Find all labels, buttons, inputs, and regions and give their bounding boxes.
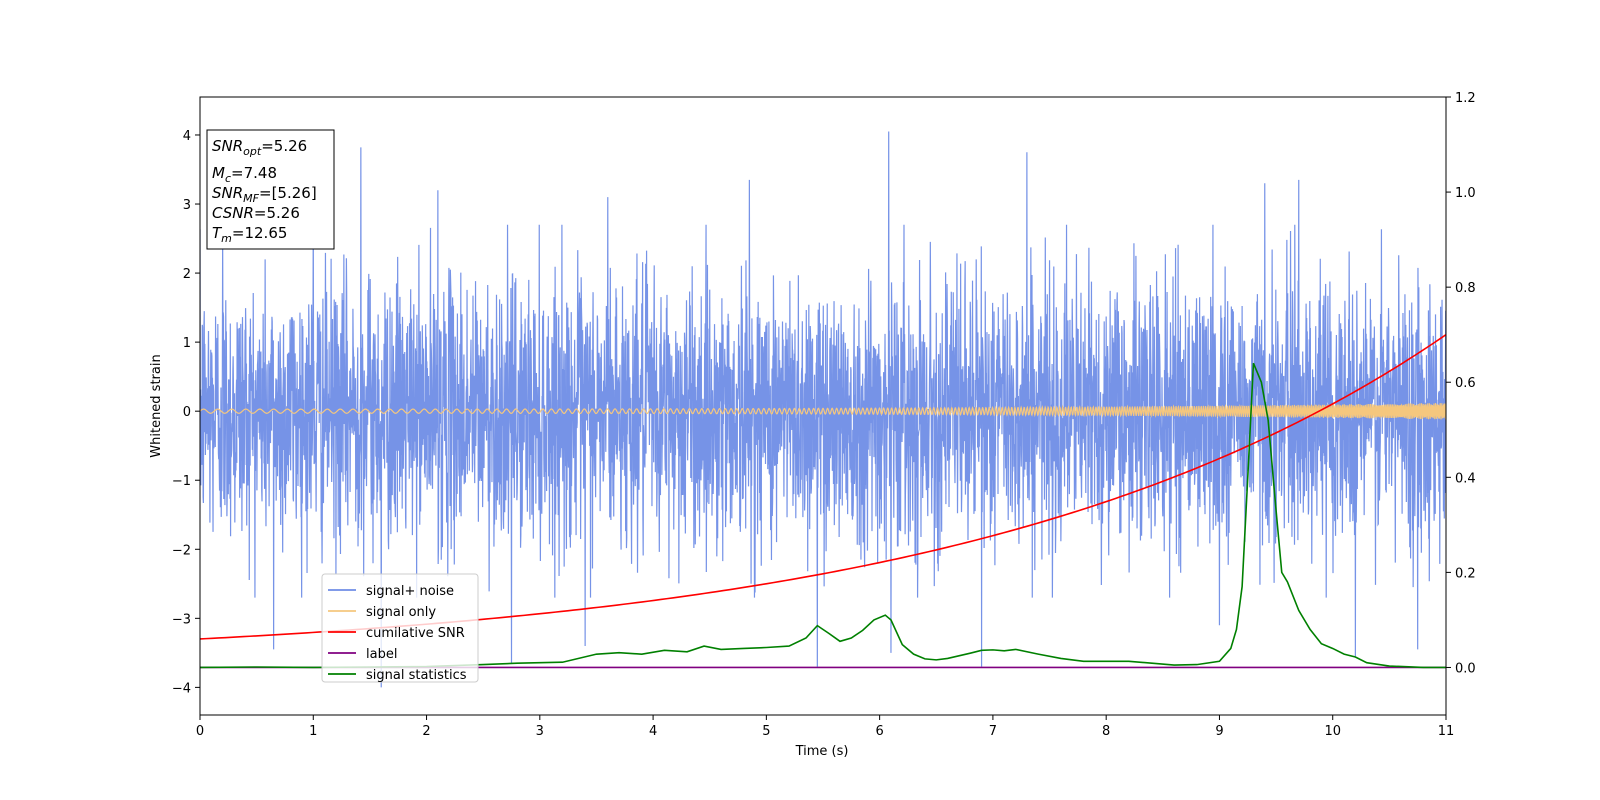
y-left-tick-label: 0 [183, 405, 191, 420]
legend-label: signal+ noise [366, 584, 454, 599]
stats-snr-mf: SNRMF=[5.26] [212, 184, 317, 205]
y-left-tick-label: −4 [172, 681, 191, 696]
x-axis-label: Time (s) [795, 744, 849, 759]
y-left-tick-label: 3 [183, 198, 191, 213]
x-tick-label: 6 [875, 724, 883, 739]
x-tick-label: 1 [309, 724, 317, 739]
y-left-tick-label: −1 [172, 474, 191, 489]
legend-label: signal statistics [366, 668, 467, 683]
x-tick-label: 10 [1324, 724, 1341, 739]
y-right-tick-label: 0.6 [1455, 376, 1476, 391]
x-tick-label: 0 [196, 724, 204, 739]
series-signal-only [200, 403, 1446, 420]
x-tick-label: 4 [649, 724, 657, 739]
x-axis: 0 1 2 3 4 5 6 7 8 9 10 11 [196, 715, 1454, 739]
stats-snr-opt: SNRopt=5.26 [212, 137, 307, 158]
legend-frame [321, 573, 479, 683]
legend-label: signal only [366, 605, 436, 620]
legend-label: cumilative SNR [366, 626, 465, 641]
stats-csnr: CSNR=5.26 [212, 204, 300, 222]
y-axis-left: −4 −3 −2 −1 0 1 2 3 4 [172, 129, 200, 696]
stats-box-frame [206, 129, 335, 250]
y-right-tick-label: 0.4 [1455, 471, 1476, 486]
stats-box: SNRopt=5.26 Mc=7.48 SNRMF=[5.26] CSNR=5.… [206, 129, 335, 250]
x-tick-label: 3 [536, 724, 544, 739]
y-left-tick-label: 1 [183, 336, 191, 351]
stats-mc: Mc=7.48 [212, 164, 277, 185]
y-right-tick-label: 0.0 [1455, 661, 1476, 676]
y-axis-right: 0.0 0.2 0.4 0.6 0.8 1.0 1.2 [1446, 91, 1476, 676]
y-right-tick-label: 1.0 [1455, 186, 1476, 201]
y-right-tick-label: 0.2 [1455, 566, 1476, 581]
y-left-tick-label: 4 [183, 129, 191, 144]
y-left-tick-label: −2 [172, 543, 191, 558]
x-tick-label: 5 [762, 724, 770, 739]
stats-tm: Tm=12.65 [212, 224, 287, 245]
legend: signal+ noise signal only cumilative SNR la… [321, 573, 479, 683]
y-left-tick-label: 2 [183, 267, 191, 282]
series-signal-statistics [200, 362, 1446, 669]
y-right-tick-label: 1.2 [1455, 91, 1476, 106]
y-axis-label: Whitened strain [149, 354, 164, 457]
y-right-tick-label: 0.8 [1455, 281, 1476, 296]
x-tick-label: 2 [422, 724, 430, 739]
plot-frame [199, 96, 1447, 716]
legend-label: label [366, 647, 397, 662]
x-tick-label: 7 [989, 724, 997, 739]
x-tick-label: 9 [1215, 724, 1223, 739]
x-tick-label: 11 [1438, 724, 1455, 739]
x-tick-label: 8 [1102, 724, 1110, 739]
y-left-tick-label: −3 [172, 612, 191, 627]
